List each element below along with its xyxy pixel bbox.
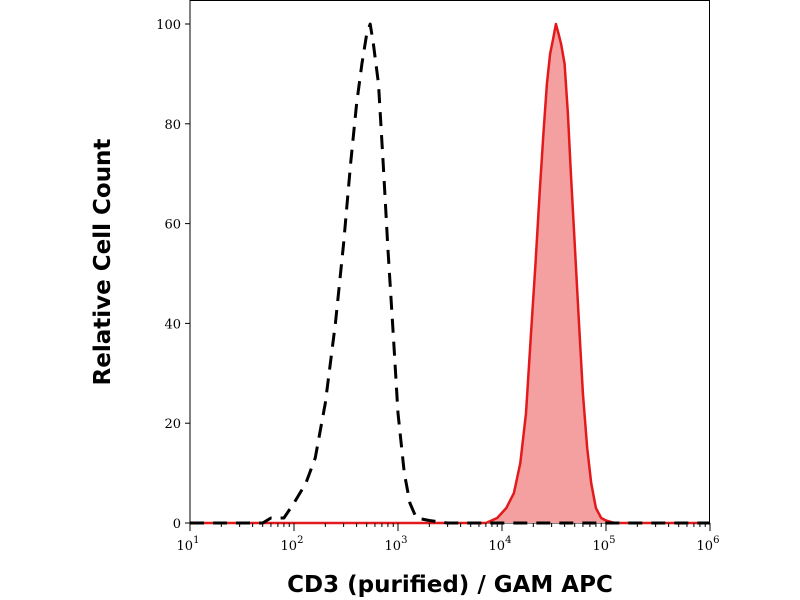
x-tick-label: 101 xyxy=(177,535,200,554)
dashed-histogram-line xyxy=(190,22,710,525)
y-tick-label: 80 xyxy=(164,118,181,133)
x-axis-title: CD3 (purified) / GAM APC xyxy=(287,572,613,598)
y-tick-label: 0 xyxy=(173,517,181,532)
y-ticks: 0 20 40 60 80 100 xyxy=(156,18,190,532)
y-tick-label: 20 xyxy=(164,417,181,432)
x-tick-label: 103 xyxy=(385,535,408,554)
x-tick-label: 106 xyxy=(697,535,720,554)
x-ticks: 101 102 103 104 105 106 xyxy=(177,523,720,554)
x-tick-label: 104 xyxy=(489,535,512,554)
series-fill-area xyxy=(190,24,710,523)
y-tick-label: 100 xyxy=(156,18,181,33)
y-tick-label: 60 xyxy=(164,218,181,233)
series-layer xyxy=(190,22,710,525)
y-tick-label: 40 xyxy=(164,317,181,332)
y-axis-title: Relative Cell Count xyxy=(90,139,116,386)
x-tick-label: 102 xyxy=(281,535,304,554)
x-tick-label: 105 xyxy=(593,535,616,554)
solid-histogram-line xyxy=(190,22,710,525)
